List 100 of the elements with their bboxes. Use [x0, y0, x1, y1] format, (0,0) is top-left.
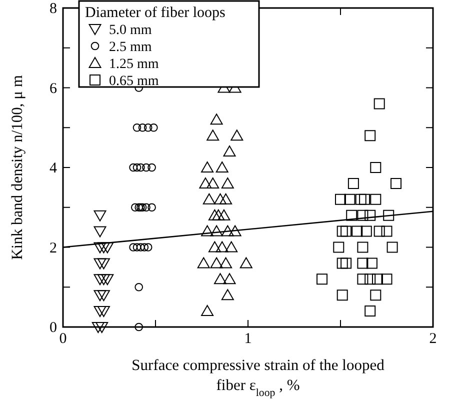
point — [357, 242, 368, 253]
point — [148, 203, 156, 212]
point — [340, 258, 352, 269]
point — [96, 322, 108, 333]
point — [136, 243, 145, 252]
point — [136, 163, 145, 172]
point — [101, 242, 114, 254]
point — [208, 241, 221, 252]
point — [335, 194, 346, 205]
point — [206, 177, 220, 188]
point — [94, 210, 106, 222]
point — [225, 241, 238, 252]
point — [223, 146, 236, 157]
y-tick-label: 0 — [50, 320, 57, 336]
point — [94, 290, 106, 302]
point — [364, 130, 376, 142]
legend-label: 2.5 mm — [109, 40, 152, 55]
point — [348, 178, 359, 189]
point — [206, 130, 220, 141]
point — [97, 290, 110, 302]
point — [144, 123, 152, 132]
point — [132, 163, 142, 172]
point — [218, 209, 230, 220]
point — [136, 203, 145, 212]
point — [101, 274, 114, 286]
point — [221, 177, 234, 188]
point — [364, 274, 376, 285]
point — [228, 225, 242, 236]
point — [94, 226, 106, 238]
point — [208, 209, 221, 220]
point — [97, 242, 110, 254]
legend-label: 1.25 mm — [109, 57, 159, 72]
point — [94, 242, 106, 254]
point — [149, 123, 158, 132]
point — [97, 306, 110, 318]
point — [132, 123, 142, 132]
point — [92, 322, 104, 333]
point — [346, 210, 358, 221]
point — [216, 241, 228, 252]
point — [134, 203, 144, 212]
point — [364, 306, 376, 317]
x-tick-label: 1 — [244, 331, 252, 347]
point — [223, 273, 236, 284]
y-tick-label: 2 — [50, 240, 57, 256]
point — [140, 243, 149, 252]
point — [344, 194, 356, 205]
point — [138, 123, 147, 132]
point — [340, 226, 352, 237]
point — [129, 163, 138, 172]
point — [220, 257, 232, 268]
point — [374, 226, 385, 237]
point — [221, 225, 234, 236]
legend-title: Diameter of fiber loops — [85, 5, 226, 21]
legend-label: 5.0 mm — [109, 23, 152, 38]
point — [134, 322, 144, 332]
point — [386, 242, 398, 253]
point — [381, 226, 392, 237]
point — [216, 162, 228, 172]
point — [214, 193, 226, 204]
point — [357, 210, 368, 221]
point — [138, 203, 147, 212]
point — [148, 163, 156, 172]
point — [94, 258, 106, 270]
point — [372, 274, 383, 285]
point — [357, 274, 368, 285]
y-tick-label: 4 — [50, 160, 58, 176]
point — [201, 225, 214, 236]
point — [201, 162, 214, 172]
x-axis-title: Surface compressive strain of the looped fiber ε$_{loop}$ , % — [132, 357, 385, 399]
point — [333, 242, 344, 253]
point — [230, 130, 244, 141]
point — [197, 257, 210, 268]
point — [316, 274, 328, 285]
point — [130, 203, 140, 212]
point — [94, 274, 106, 286]
point — [94, 306, 106, 318]
point — [366, 258, 378, 269]
point — [210, 257, 223, 268]
point — [210, 225, 223, 236]
point — [360, 226, 372, 237]
point — [97, 258, 110, 270]
point — [370, 290, 382, 301]
point — [383, 210, 394, 221]
point — [142, 163, 150, 172]
point — [336, 226, 348, 237]
point — [210, 114, 223, 125]
point — [336, 290, 348, 301]
point — [221, 289, 234, 300]
point — [97, 274, 110, 286]
legend-label: 0.65 mm — [109, 74, 159, 89]
point — [364, 210, 376, 221]
point — [359, 194, 370, 205]
point — [357, 258, 368, 269]
x-tick-label: 2 — [429, 331, 437, 347]
point — [144, 243, 152, 252]
point — [370, 162, 382, 173]
point — [199, 177, 212, 188]
y-axis-title: Kink band density n/100, μ m — [9, 75, 26, 260]
point — [390, 178, 402, 189]
point — [212, 209, 225, 220]
